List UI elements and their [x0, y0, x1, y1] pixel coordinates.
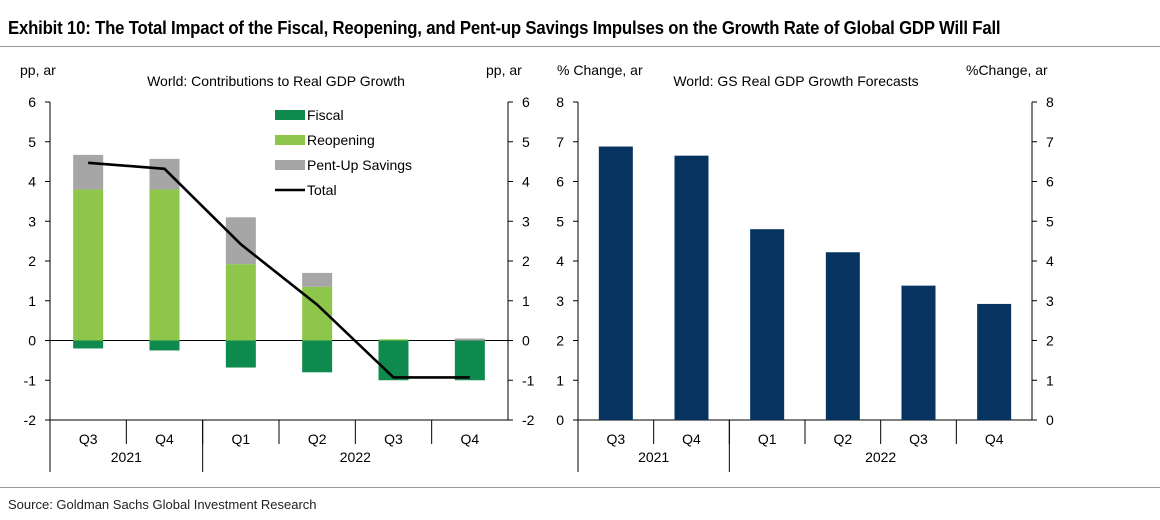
y-tick-label-right: 6: [1046, 174, 1054, 190]
y-tick-label-right: 4: [1046, 253, 1054, 269]
exhibit-title: Exhibit 10: The Total Impact of the Fisc…: [8, 18, 1001, 38]
bar-fiscal: [454, 340, 485, 381]
y-tick-label-right: -2: [522, 412, 535, 428]
y-tick-label-right: -1: [522, 372, 535, 388]
y-tick-label-right: 2: [1046, 333, 1054, 349]
legend-label: Fiscal: [307, 107, 344, 123]
y-tick-label-left: 6: [556, 174, 564, 190]
category-label: Q4: [985, 431, 1004, 447]
forecast-chart: % Change, ar %Change, ar World: GS Real GD…: [556, 62, 1054, 472]
legend-label: Total: [307, 182, 337, 198]
y-tick-label-right: 1: [1046, 372, 1054, 388]
total-line: [88, 161, 470, 379]
y-tick-label-right: 4: [522, 174, 530, 190]
y-axis-label-left: % Change, ar: [557, 62, 643, 78]
category-label: Q3: [384, 431, 403, 447]
legend-label: Pent-Up Savings: [307, 157, 412, 173]
y-tick-label-left: 5: [28, 134, 36, 150]
bar-fiscal: [225, 340, 256, 368]
category-label: Q1: [758, 431, 777, 447]
y-tick-label-left: 0: [556, 412, 564, 428]
y-tick-label-left: 4: [556, 253, 564, 269]
bar-pent-up-savings: [73, 154, 104, 190]
y-tick-label-right: 2: [522, 253, 530, 269]
y-tick-label-left: -2: [24, 412, 37, 428]
y-tick-label-right: 8: [1046, 94, 1054, 110]
year-label: 2022: [865, 449, 896, 465]
y-tick-label-right: 0: [1046, 412, 1054, 428]
bar-reopening: [149, 189, 180, 341]
category-label: Q4: [155, 431, 174, 447]
top-rule: [0, 46, 1160, 47]
forecast-bar: [674, 155, 709, 420]
chart-title: World: Contributions to Real GDP Growth: [147, 73, 405, 89]
bar-fiscal: [149, 340, 180, 351]
year-label: 2021: [638, 449, 669, 465]
bar-pent-up-savings: [454, 338, 485, 341]
bottom-rule: [0, 487, 1160, 488]
y-axis-label-right: %Change, ar: [966, 62, 1048, 78]
bar-fiscal: [302, 340, 333, 373]
y-tick-label-right: 6: [522, 94, 530, 110]
category-label: Q3: [606, 431, 625, 447]
forecast-bar: [977, 303, 1012, 420]
y-tick-label-left: 3: [28, 213, 36, 229]
bar-pent-up-savings: [225, 217, 256, 265]
forecast-bar: [598, 146, 633, 420]
legend-swatch-fiscal: [275, 110, 305, 120]
y-tick-label-left: 1: [28, 293, 36, 309]
y-tick-label-left: 3: [556, 293, 564, 309]
source-note: Source: Goldman Sachs Global Investment …: [8, 497, 317, 512]
y-axis-label-right: pp, ar: [486, 62, 522, 78]
bar-reopening: [73, 189, 104, 341]
y-tick-label-right: 0: [522, 333, 530, 349]
bar-pent-up-savings: [149, 158, 180, 190]
y-tick-label-right: 5: [1046, 213, 1054, 229]
y-tick-label-left: 2: [556, 333, 564, 349]
y-tick-label-left: 4: [28, 174, 36, 190]
bar-reopening: [378, 339, 409, 341]
y-tick-label-right: 7: [1046, 134, 1054, 150]
y-tick-label-left: 8: [556, 94, 564, 110]
legend-label: Reopening: [307, 132, 375, 148]
category-label: Q3: [79, 431, 98, 447]
bar-pent-up-savings: [302, 272, 333, 287]
y-tick-label-left: 5: [556, 213, 564, 229]
y-tick-label-right: 3: [1046, 293, 1054, 309]
category-label: Q3: [909, 431, 928, 447]
category-label: Q1: [231, 431, 250, 447]
y-tick-label-left: 6: [28, 94, 36, 110]
category-label: Q2: [833, 431, 852, 447]
y-tick-label-right: 1: [522, 293, 530, 309]
category-label: Q2: [308, 431, 327, 447]
legend-swatch-pent-up-savings: [275, 160, 305, 170]
forecast-bar: [901, 285, 936, 420]
y-tick-label-left: 1: [556, 372, 564, 388]
chart-title: World: GS Real GDP Growth Forecasts: [673, 73, 918, 89]
legend-swatch-reopening: [275, 135, 305, 145]
bar-fiscal: [73, 340, 104, 349]
forecast-bar: [825, 252, 860, 420]
year-label: 2022: [340, 449, 371, 465]
category-label: Q4: [682, 431, 701, 447]
y-tick-label-right: 3: [522, 213, 530, 229]
y-tick-label-left: -1: [24, 372, 37, 388]
contributions-chart: pp, ar pp, ar World: Contributions to Real…: [20, 62, 535, 472]
bar-fiscal: [378, 340, 409, 381]
y-tick-label-right: 5: [522, 134, 530, 150]
bar-reopening: [225, 264, 256, 341]
y-tick-label-left: 0: [28, 333, 36, 349]
category-label: Q4: [460, 431, 479, 447]
y-tick-label-left: 7: [556, 134, 564, 150]
year-label: 2021: [111, 449, 142, 465]
y-tick-label-left: 2: [28, 253, 36, 269]
forecast-bar: [750, 229, 785, 420]
y-axis-label-left: pp, ar: [20, 62, 56, 78]
